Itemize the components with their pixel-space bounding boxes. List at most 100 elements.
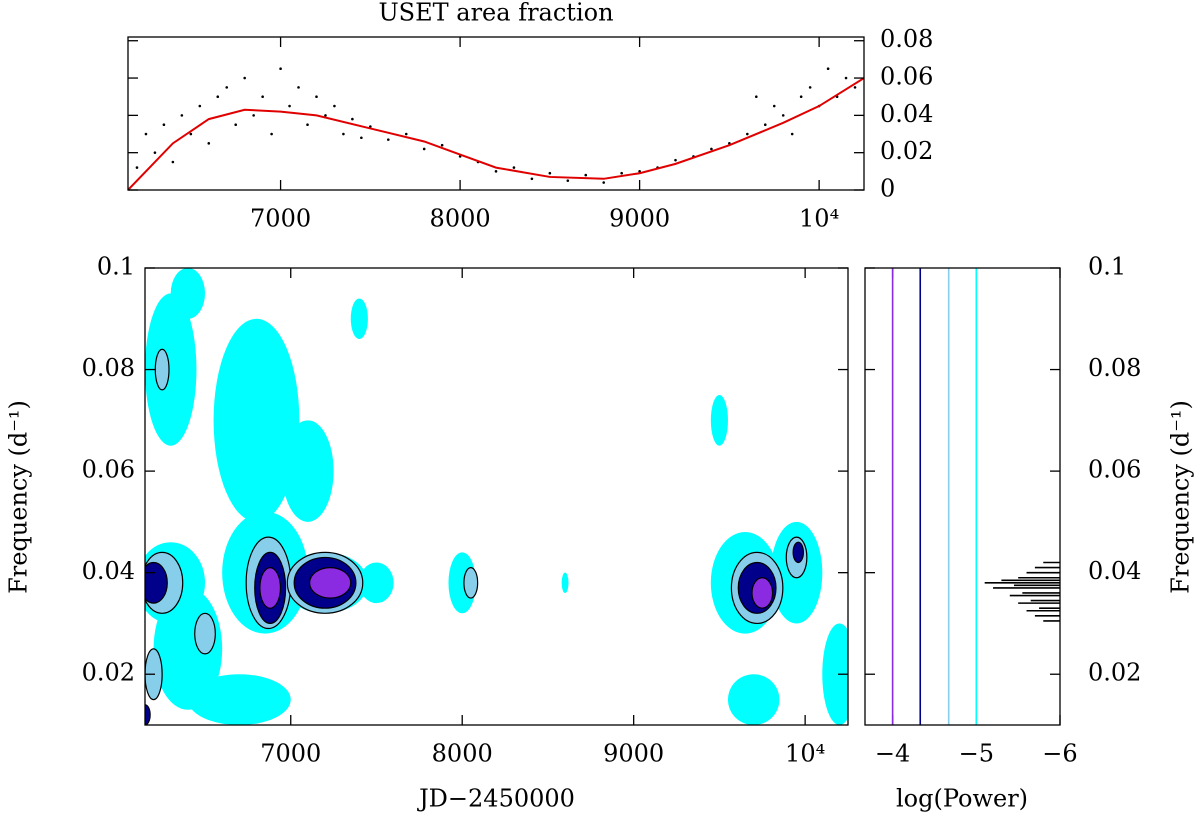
y-tick-label: 0.06	[880, 63, 933, 91]
contour-region	[282, 420, 334, 522]
data-point	[530, 177, 534, 181]
data-point	[404, 132, 408, 136]
data-point	[584, 173, 588, 177]
contour-region	[463, 566, 479, 599]
data-point	[297, 86, 300, 89]
y-tick-label: 0.04	[880, 100, 933, 128]
data-point	[754, 95, 758, 99]
x-tick-label: 10⁴	[799, 205, 839, 233]
data-point	[620, 171, 623, 175]
data-point	[422, 147, 426, 151]
contour-region	[145, 293, 197, 446]
contour-region	[259, 566, 282, 609]
data-point	[306, 123, 309, 126]
data-point	[243, 76, 246, 80]
contour-region	[187, 674, 291, 725]
data-point	[315, 95, 318, 99]
data-point	[207, 142, 211, 145]
data-point	[153, 151, 157, 154]
y-tick-label: 0.08	[880, 25, 933, 53]
data-point	[261, 95, 264, 99]
data-point	[746, 132, 749, 136]
contour-region	[792, 541, 805, 564]
data-point	[234, 123, 238, 126]
contour-region	[213, 318, 300, 522]
data-point	[144, 132, 148, 136]
side-frame	[864, 267, 1061, 726]
data-point	[198, 104, 202, 108]
data-point	[602, 181, 606, 184]
contour-region	[751, 577, 774, 609]
x-tick-label: 9000	[609, 205, 670, 233]
y-tick-label: 0.06	[82, 456, 135, 484]
data-point	[216, 95, 220, 99]
data-point	[270, 132, 273, 136]
data-point	[162, 123, 166, 126]
y-tick-label: 0	[880, 175, 895, 203]
data-point	[674, 158, 677, 162]
contour-region	[309, 566, 352, 599]
x-tick-label: −5	[959, 740, 994, 768]
contour-region	[359, 562, 394, 604]
data-point	[171, 160, 175, 164]
data-point	[386, 138, 390, 141]
y-tick-label: 0.02	[82, 659, 135, 687]
y-axis-label: Frequency (d⁻¹)	[5, 400, 33, 594]
fit-curve	[128, 77, 864, 190]
contour-region	[194, 612, 216, 655]
data-point	[369, 125, 372, 128]
data-point	[826, 67, 830, 71]
y-tick-label: 0.02	[1088, 659, 1141, 687]
data-point	[342, 132, 345, 136]
data-point	[180, 114, 184, 117]
y-tick-label: 0.08	[1088, 354, 1141, 382]
contour-layer	[145, 268, 848, 725]
data-point	[710, 147, 713, 151]
data-point	[189, 132, 193, 136]
x-tick-label: 10⁴	[785, 740, 825, 768]
y-tick-label: 0.04	[82, 557, 135, 585]
contour-region	[727, 674, 780, 725]
data-point	[853, 86, 857, 89]
data-point	[225, 86, 229, 89]
data-point	[799, 95, 803, 99]
contour-region	[561, 572, 569, 593]
data-point	[351, 117, 354, 121]
side-x-axis-label: log(Power)	[896, 785, 1028, 813]
data-point	[135, 166, 139, 169]
data-point	[279, 67, 282, 71]
axes-layer: 7000 8000 9000 10⁴ 0 0.02 0.04 0.06 0.08 7000 8000…	[82, 25, 1142, 767]
data-point	[763, 123, 767, 126]
data-point	[494, 170, 498, 173]
scatter-layer	[128, 67, 864, 190]
contour-region	[170, 268, 206, 319]
data-point	[333, 104, 336, 108]
x-tick-label: 8000	[432, 740, 493, 768]
contour-region	[350, 298, 368, 340]
data-point	[324, 114, 327, 117]
x-tick-label: −6	[1042, 740, 1077, 768]
contour-region	[710, 394, 728, 446]
x-axis-label: JD−2450000	[416, 785, 575, 813]
data-point	[844, 76, 848, 80]
data-point	[512, 166, 516, 169]
y-tick-label: 0.04	[1088, 557, 1141, 585]
main-frame	[144, 267, 849, 726]
contour-region	[145, 704, 151, 725]
x-tick-label: −4	[875, 740, 910, 768]
y-tick-label: 0.02	[880, 137, 933, 165]
x-tick-label: 7000	[260, 740, 321, 768]
contour-region	[154, 348, 170, 391]
data-point	[790, 132, 794, 136]
data-point	[808, 86, 812, 89]
x-tick-label: 7000	[250, 205, 311, 233]
data-point	[360, 136, 363, 140]
data-point	[288, 104, 291, 108]
y-tick-label: 0.06	[1088, 456, 1141, 484]
y-tick-label: 0.1	[1088, 253, 1126, 281]
data-point	[548, 171, 552, 175]
data-point	[781, 114, 785, 117]
y-tick-label: 0.1	[97, 253, 135, 281]
top-title: USET area fraction	[378, 0, 613, 27]
